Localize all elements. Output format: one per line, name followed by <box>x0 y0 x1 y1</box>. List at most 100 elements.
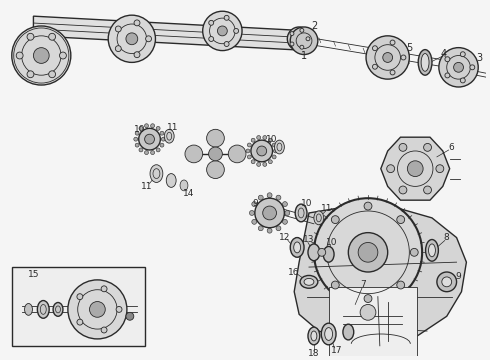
Circle shape <box>436 165 444 172</box>
Circle shape <box>115 46 121 51</box>
Circle shape <box>424 143 432 151</box>
Circle shape <box>424 186 432 194</box>
Circle shape <box>252 219 257 224</box>
Circle shape <box>126 33 138 45</box>
Circle shape <box>257 136 261 140</box>
Circle shape <box>150 124 154 128</box>
Circle shape <box>439 48 478 87</box>
Polygon shape <box>33 16 309 51</box>
Circle shape <box>139 148 143 152</box>
Circle shape <box>134 52 140 58</box>
Circle shape <box>287 27 311 51</box>
Text: 9: 9 <box>252 199 258 208</box>
Circle shape <box>399 143 407 151</box>
Circle shape <box>387 165 394 172</box>
Circle shape <box>407 161 423 176</box>
Circle shape <box>224 15 229 20</box>
Circle shape <box>442 277 452 287</box>
Ellipse shape <box>295 204 307 222</box>
Text: 6: 6 <box>449 143 455 152</box>
Circle shape <box>209 37 214 41</box>
Circle shape <box>156 126 160 130</box>
Circle shape <box>150 150 154 154</box>
Circle shape <box>161 137 165 141</box>
Text: 9: 9 <box>456 273 462 282</box>
Circle shape <box>145 124 148 128</box>
Circle shape <box>247 143 251 147</box>
Ellipse shape <box>274 140 284 154</box>
Circle shape <box>134 137 138 141</box>
Circle shape <box>290 27 318 54</box>
Circle shape <box>247 155 251 159</box>
Circle shape <box>258 195 263 200</box>
Circle shape <box>401 55 406 60</box>
Text: 13: 13 <box>303 235 315 244</box>
Circle shape <box>282 219 288 224</box>
Circle shape <box>358 243 378 262</box>
Circle shape <box>360 305 376 320</box>
Ellipse shape <box>294 242 300 253</box>
Circle shape <box>90 302 105 317</box>
Circle shape <box>251 140 272 162</box>
Circle shape <box>372 64 377 69</box>
Circle shape <box>290 42 294 46</box>
Circle shape <box>306 37 310 41</box>
Text: 2: 2 <box>311 21 317 31</box>
Circle shape <box>156 148 160 152</box>
Circle shape <box>115 26 121 32</box>
Circle shape <box>160 143 164 147</box>
Circle shape <box>460 78 465 83</box>
Circle shape <box>255 198 284 228</box>
Ellipse shape <box>53 302 63 316</box>
Circle shape <box>139 128 160 150</box>
Text: 4: 4 <box>441 49 447 59</box>
Circle shape <box>437 272 457 292</box>
Ellipse shape <box>308 327 320 345</box>
Ellipse shape <box>323 247 334 262</box>
Text: 10: 10 <box>134 125 146 134</box>
Circle shape <box>263 162 267 166</box>
Circle shape <box>366 36 409 79</box>
Circle shape <box>269 160 272 164</box>
Circle shape <box>145 150 148 154</box>
Text: 10: 10 <box>301 199 313 208</box>
Circle shape <box>263 136 267 140</box>
Text: 17: 17 <box>331 346 343 355</box>
Circle shape <box>139 126 143 130</box>
Text: 3: 3 <box>476 54 482 63</box>
Circle shape <box>276 226 281 231</box>
Ellipse shape <box>308 244 320 261</box>
Text: 11: 11 <box>141 182 152 191</box>
Ellipse shape <box>300 275 318 288</box>
Circle shape <box>135 131 139 135</box>
Bar <box>12 267 145 346</box>
Circle shape <box>49 71 55 78</box>
Circle shape <box>146 36 151 42</box>
Circle shape <box>185 145 203 163</box>
Ellipse shape <box>429 244 436 257</box>
Circle shape <box>331 281 339 289</box>
Ellipse shape <box>321 323 336 345</box>
Ellipse shape <box>418 50 432 75</box>
Circle shape <box>134 20 140 26</box>
Text: 8: 8 <box>444 233 450 242</box>
Circle shape <box>390 40 395 45</box>
Circle shape <box>285 211 290 215</box>
Circle shape <box>282 202 288 207</box>
Circle shape <box>445 57 450 62</box>
Text: 15: 15 <box>27 270 39 279</box>
Circle shape <box>397 216 405 224</box>
Circle shape <box>269 138 272 142</box>
Text: 18: 18 <box>308 349 319 358</box>
Ellipse shape <box>24 303 32 315</box>
Circle shape <box>300 28 304 32</box>
Circle shape <box>207 161 224 179</box>
Circle shape <box>234 28 239 33</box>
Text: 10: 10 <box>266 135 277 144</box>
Text: 11: 11 <box>321 203 332 212</box>
Circle shape <box>390 70 395 75</box>
Circle shape <box>364 294 372 302</box>
Circle shape <box>251 160 255 164</box>
Circle shape <box>16 52 23 59</box>
Circle shape <box>209 147 222 161</box>
